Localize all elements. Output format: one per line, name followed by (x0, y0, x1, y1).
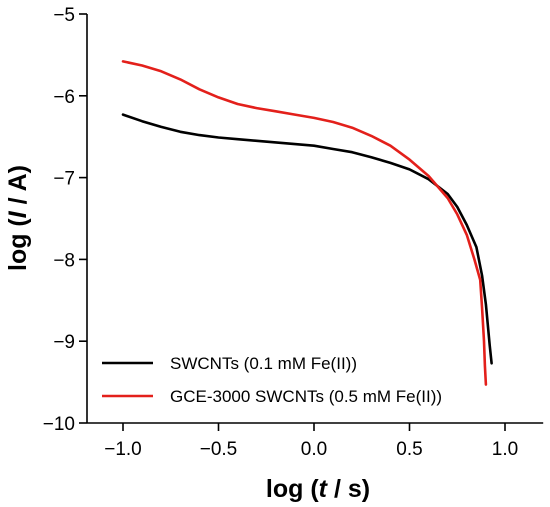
y-tick-label: −6 (53, 87, 75, 108)
series-layer (121, 60, 493, 386)
y-tick-label: −5 (53, 5, 75, 26)
x-axis-title: log (t / s) (266, 475, 370, 503)
x-ticks: −1.0 −0.5 0.0 0.5 1.0 (104, 423, 518, 460)
legend-label-gce3000: GCE-3000 SWCNTs (0.5 mM Fe(II)) (170, 387, 442, 406)
series-line-swcnts (121, 113, 493, 365)
legend: SWCNTs (0.1 mM Fe(II)) GCE-3000 SWCNTs (… (102, 354, 442, 406)
x-tick-label: 1.0 (492, 439, 518, 460)
series-line-gce3000 (121, 60, 488, 386)
x-tick-label: −1.0 (104, 439, 142, 460)
axes (86, 14, 544, 424)
y-ticks: −10 −9 −8 −7 −6 −5 (43, 5, 87, 435)
y-tick-label: −8 (53, 250, 75, 271)
x-tick-label: 0.0 (301, 439, 327, 460)
y-tick-label: −7 (53, 169, 75, 190)
y-tick-label: −10 (43, 414, 75, 435)
y-axis-title: log (I / A) (4, 165, 32, 271)
legend-label-swcnts: SWCNTs (0.1 mM Fe(II)) (170, 354, 357, 373)
x-tick-label: −0.5 (200, 439, 238, 460)
y-tick-label: −9 (53, 332, 75, 353)
x-tick-label: 0.5 (396, 439, 422, 460)
